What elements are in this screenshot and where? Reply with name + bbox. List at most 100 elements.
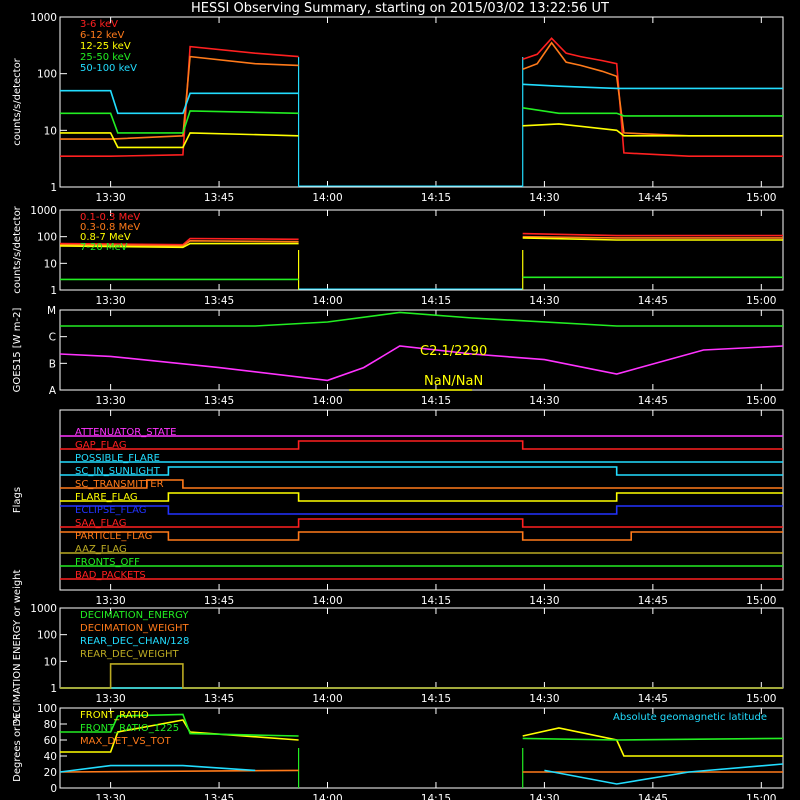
y-tick-label-80: 80 xyxy=(44,719,57,731)
x-tick-label-14-00: 14:00 xyxy=(312,595,342,607)
flag-label-flare-flag: FLARE_FLAG xyxy=(75,492,138,503)
flag-label-aaz-flag: AAZ_FLAG xyxy=(75,544,127,555)
series-max-det-vs-tot-pre-gap xyxy=(59,769,299,773)
x-tick-label-13-30: 13:30 xyxy=(95,192,125,204)
legend-entry-3-6-kev: 3-6 keV xyxy=(80,19,118,30)
flag-label-possible-flare: POSSIBLE_FLARE xyxy=(75,453,160,464)
series-0-8-7-mev-pre-gap xyxy=(59,242,299,249)
x-tick-label-14-45: 14:45 xyxy=(638,595,668,607)
x-tick-label-13-30: 13:30 xyxy=(95,793,125,800)
series-6-12-kev-post-gap xyxy=(522,41,783,137)
series-front-ratio-post-gap xyxy=(522,727,783,757)
y-axis-label: Flags xyxy=(12,487,23,513)
goes-class-label-b: B xyxy=(49,358,56,370)
y-tick-label-1000: 1000 xyxy=(30,205,57,217)
y-tick-label-100: 100 xyxy=(37,69,57,81)
goes-class-label-m: M xyxy=(47,305,56,317)
legend-entry-rear-dec-chan-128: REAR_DEC_CHAN/128 xyxy=(80,636,189,647)
y-tick-label-10: 10 xyxy=(44,258,57,270)
y-axis-label: DECIMATION ENERGY or weight xyxy=(12,569,23,726)
goes-class-label-c: C xyxy=(49,332,56,344)
x-tick-label-13-45: 13:45 xyxy=(204,595,234,607)
panel-ratio-frame xyxy=(59,707,784,789)
series-12-25-kev-post-gap xyxy=(522,123,783,137)
figure-title: HESSI Observing Summary, starting on 201… xyxy=(191,1,609,16)
y-axis-label: counts/s/detector xyxy=(12,57,23,145)
series-0-8-7-mev-post-gap xyxy=(522,237,783,241)
legend-entry-25-50-kev: 25-50 keV xyxy=(80,52,131,63)
x-tick-label-15-00: 15:00 xyxy=(746,595,776,607)
x-tick-label-14-45: 14:45 xyxy=(638,395,668,407)
x-tick-label-13-30: 13:30 xyxy=(95,595,125,607)
y-axis-label: Degrees or % xyxy=(12,714,23,782)
series-0-1-0-3-mev-pre-gap xyxy=(59,237,299,246)
y-tick-label-60: 60 xyxy=(44,735,57,747)
panel-highenergy-frame xyxy=(59,209,784,291)
flag-label-sc-in-sunlight: SC_IN_SUNLIGHT xyxy=(75,466,161,477)
goes-series-green xyxy=(60,311,783,327)
y-tick-label-10: 10 xyxy=(44,656,57,668)
legend-entry-0-3-0-8-mev: 0.3-0.8 MeV xyxy=(80,222,140,233)
x-tick-label-15-00: 15:00 xyxy=(746,693,776,705)
legend-entry-decimation-energy: DECIMATION_ENERGY xyxy=(80,610,189,621)
series-25-50-kev-post-gap xyxy=(522,107,783,117)
x-tick-label-14-45: 14:45 xyxy=(638,693,668,705)
panel-highenergy: 13:30 13:45 14:00 14:15 14:30 14:45 15:00 count… xyxy=(12,205,784,307)
series-absolute-geomagnetic-latitude-pre-gap xyxy=(59,764,256,773)
x-tick-label-13-30: 13:30 xyxy=(95,693,125,705)
panel-goes: 13:30 13:45 14:00 14:15 14:30 14:45 15:00 GOES1… xyxy=(12,305,784,407)
y-tick-label-1000: 1000 xyxy=(30,603,57,615)
flag-trace-gap-flag xyxy=(60,440,783,450)
legend-entry-7-20-mev: 7-20 MeV xyxy=(80,242,128,253)
panels: 13:30 13:45 14:00 14:15 14:30 14:45 15:00 count… xyxy=(12,12,784,800)
x-tick-label-13-45: 13:45 xyxy=(204,192,234,204)
series-0-3-0-8-mev-pre-gap xyxy=(59,239,299,247)
goes-secondary-annotation: NaN/NaN xyxy=(424,374,483,389)
series-rear-dec-weight xyxy=(60,663,783,689)
x-tick-label-15-00: 15:00 xyxy=(746,295,776,307)
panel-decimation: 13:30 13:45 14:00 14:15 14:30 14:45 15:00 DECIM… xyxy=(12,569,784,726)
x-tick-label-14-15: 14:15 xyxy=(421,595,451,607)
x-tick-label-14-45: 14:45 xyxy=(638,295,668,307)
legend-entry-0-8-7-mev: 0.8-7 MeV xyxy=(80,232,131,243)
y-tick-label-10: 10 xyxy=(44,125,57,137)
x-tick-label-13-45: 13:45 xyxy=(204,693,234,705)
y-axis-label: GOES15 [W m-2] xyxy=(12,308,23,393)
x-tick-label-13-45: 13:45 xyxy=(204,395,234,407)
x-tick-label-14-45: 14:45 xyxy=(638,793,668,800)
goes-peak-annotation: C2.1/2290 xyxy=(420,344,487,359)
x-tick-label-14-00: 14:00 xyxy=(312,693,342,705)
x-tick-label-14-15: 14:15 xyxy=(421,693,451,705)
x-tick-label-14-15: 14:15 xyxy=(421,295,451,307)
flag-label-attenuator-state: ATTENUATOR_STATE xyxy=(75,427,176,438)
x-tick-label-14-30: 14:30 xyxy=(529,395,559,407)
x-tick-label-14-30: 14:30 xyxy=(529,295,559,307)
flag-trace-sc-in-sunlight xyxy=(60,466,783,476)
x-tick-label-15-00: 15:00 xyxy=(746,192,776,204)
series-6-12-kev-pre-gap xyxy=(60,55,299,140)
legend-entry-decimation-weight: DECIMATION_WEIGHT xyxy=(80,623,189,634)
flag-trace-particle-flag xyxy=(60,531,783,541)
y-tick-label-1000: 1000 xyxy=(30,12,57,24)
x-tick-label-14-30: 14:30 xyxy=(529,693,559,705)
series-front-ratio-1225-post-gap xyxy=(522,737,784,741)
y-tick-label-100: 100 xyxy=(37,703,57,715)
panel-lowenergy-frame xyxy=(59,16,784,188)
legend-entry-front-ratio: FRONT_RATIO xyxy=(80,710,149,721)
legend-entry-50-100-kev: 50-100 keV xyxy=(80,63,137,74)
geomagnetic-latitude-label: Absolute geomagnetic latitude xyxy=(613,712,767,723)
flag-label-saa-flag: SAA_FLAG xyxy=(75,518,126,529)
legend-entry-front-ratio-1225: FRONT_RATIO_1225 xyxy=(80,723,179,734)
y-tick-label-100: 100 xyxy=(37,630,57,642)
legend-entry-max-det-vs-tot: MAX_DET_VS_TOT xyxy=(80,736,172,747)
flag-trace-saa-flag xyxy=(60,518,783,528)
x-tick-label-14-30: 14:30 xyxy=(529,192,559,204)
series-25-50-kev-pre-gap xyxy=(60,110,299,134)
flag-label-particle-flag: PARTICLE_FLAG xyxy=(75,531,152,542)
series-50-100-kev-pre-gap xyxy=(60,89,299,115)
x-tick-label-13-45: 13:45 xyxy=(204,793,234,800)
flag-label-bad-packets: BAD_PACKETS xyxy=(75,570,146,581)
series-0-1-0-3-mev-post-gap xyxy=(522,232,783,237)
y-tick-label-100: 100 xyxy=(37,232,57,244)
